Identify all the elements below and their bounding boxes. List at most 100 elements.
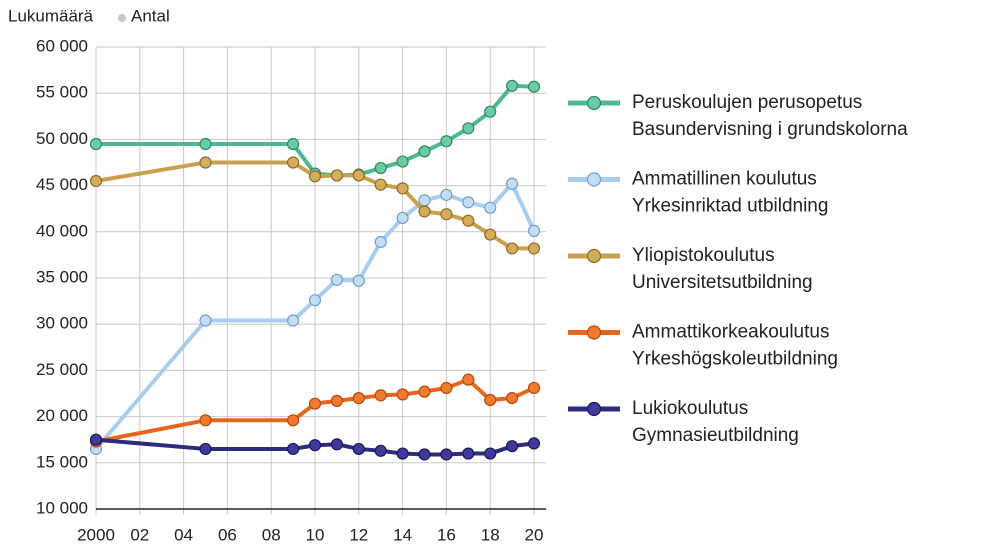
data-point [352, 274, 365, 287]
y-tick-label: 15 000 [36, 452, 88, 471]
data-point [527, 381, 541, 395]
data-point [308, 397, 322, 410]
x-tick-label: 16 [437, 525, 456, 544]
legend-label: Yrkeshögskoleutbildning [632, 349, 838, 370]
data-point [396, 447, 409, 460]
data-point [440, 208, 453, 221]
data-point [440, 381, 453, 395]
data-point [199, 414, 212, 427]
x-tick-label: 10 [306, 525, 325, 544]
data-point [287, 414, 300, 427]
data-point [287, 137, 300, 151]
y-tick-label: 35 000 [36, 267, 88, 286]
data-point [462, 122, 475, 135]
data-point [287, 442, 300, 456]
legend-marker [586, 325, 602, 340]
x-tick-label: 04 [174, 525, 193, 544]
data-point [462, 214, 475, 227]
data-point [484, 447, 497, 460]
y-tick-label: 50 000 [36, 129, 88, 148]
data-point [462, 196, 475, 209]
legend-label: Lukiokoulutus [632, 398, 748, 419]
data-point [527, 224, 541, 237]
data-point [308, 170, 322, 183]
data-point [505, 392, 519, 405]
legend-label: Yliopistokoulutus [632, 245, 775, 266]
separator-dot [118, 14, 126, 22]
y-tick-label: 10 000 [36, 498, 88, 517]
data-point [440, 448, 453, 461]
data-point [330, 394, 343, 407]
data-point [484, 228, 497, 241]
data-point [505, 242, 519, 255]
data-point [396, 211, 409, 225]
legend-label: Peruskoulujen perusopetus [632, 92, 862, 113]
data-point [418, 194, 431, 207]
y-tick-label: 20 000 [36, 406, 88, 425]
data-point [199, 314, 212, 327]
data-point [396, 155, 409, 168]
data-point [527, 242, 541, 255]
data-point [484, 393, 497, 407]
data-point [484, 105, 497, 118]
legend-marker [586, 95, 602, 111]
x-tick-label: 02 [130, 525, 149, 544]
data-point [440, 188, 453, 201]
data-point [374, 444, 387, 457]
x-tick-label: 06 [218, 525, 237, 544]
y-tick-label: 25 000 [36, 360, 88, 379]
legend-label: Basundervisning i grundskolorna [632, 119, 908, 140]
data-point [505, 177, 519, 190]
data-point [89, 433, 103, 446]
data-point [199, 137, 212, 151]
y-tick-label: 55 000 [36, 83, 88, 102]
data-point [374, 161, 387, 175]
data-point [418, 145, 431, 158]
legend-marker [586, 401, 602, 417]
data-point [440, 135, 453, 148]
legend-label: Yrkesinriktad utbildning [632, 196, 828, 217]
legend-marker [586, 248, 602, 264]
legend-label: Universitetsutbildning [632, 272, 813, 293]
y-tick-label: 60 000 [36, 36, 88, 55]
data-point [89, 174, 103, 188]
data-point [330, 169, 343, 182]
data-point [199, 156, 212, 169]
x-tick-label: 20 [525, 525, 544, 544]
y-tick-label: 45 000 [36, 175, 88, 194]
x-tick-label: 08 [262, 525, 281, 544]
data-point [396, 388, 409, 401]
data-point [89, 137, 103, 151]
data-point [418, 205, 431, 218]
data-point [462, 373, 475, 386]
data-point [374, 235, 387, 249]
data-point [308, 439, 322, 452]
legend-label: Ammatillinen koulutus [632, 169, 817, 190]
data-point [287, 314, 300, 327]
data-point [418, 448, 431, 461]
x-tick-label: 14 [393, 525, 412, 544]
data-point [308, 294, 322, 307]
data-point [199, 442, 212, 456]
y-tick-label: 30 000 [36, 314, 88, 333]
data-point [396, 182, 409, 195]
data-point [527, 437, 541, 450]
data-point [505, 440, 519, 453]
data-point [527, 80, 541, 93]
x-tick-label: 12 [349, 525, 368, 544]
data-point [352, 392, 365, 405]
data-point [374, 178, 387, 191]
legend-label: Ammattikorkeakoulutus [632, 322, 829, 343]
data-point [462, 447, 475, 460]
data-point [330, 438, 343, 451]
y-axis-title: Lukumäärä [8, 6, 94, 25]
data-point [418, 385, 431, 398]
data-point [484, 201, 497, 214]
data-point [352, 169, 365, 182]
data-point [330, 273, 343, 286]
x-tick-label: 18 [481, 525, 500, 544]
data-point [374, 389, 387, 402]
y-axis-title-sv: Antal [131, 6, 170, 25]
data-point [505, 79, 519, 92]
